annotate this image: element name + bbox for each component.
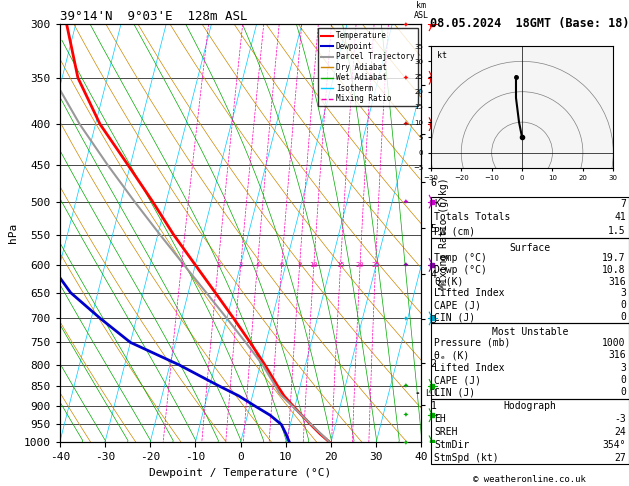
Text: 0: 0: [620, 387, 626, 398]
Text: 15: 15: [337, 262, 345, 268]
Text: 24: 24: [614, 427, 626, 436]
Text: 354°: 354°: [603, 440, 626, 450]
Text: © weatheronline.co.uk: © weatheronline.co.uk: [474, 474, 586, 484]
Text: 10.8: 10.8: [603, 264, 626, 275]
Text: ✦: ✦: [403, 439, 409, 445]
Text: 2: 2: [216, 262, 220, 268]
Text: 1: 1: [179, 262, 184, 268]
X-axis label: Dewpoint / Temperature (°C): Dewpoint / Temperature (°C): [150, 468, 331, 478]
Text: K: K: [434, 199, 440, 208]
Text: θₑ(K): θₑ(K): [434, 277, 464, 287]
Text: Hodograph: Hodograph: [503, 401, 557, 411]
Text: StmDir: StmDir: [434, 440, 469, 450]
Text: Most Unstable: Most Unstable: [492, 327, 568, 337]
Text: 316: 316: [608, 277, 626, 287]
Text: ✦: ✦: [403, 383, 409, 389]
Text: 19.7: 19.7: [603, 253, 626, 263]
Text: -3: -3: [614, 414, 626, 424]
Text: 1.5: 1.5: [608, 226, 626, 236]
Text: LCL: LCL: [425, 389, 440, 398]
Text: ✦: ✦: [403, 412, 409, 418]
Text: 6: 6: [280, 262, 284, 268]
Text: CIN (J): CIN (J): [434, 387, 475, 398]
Text: ✦: ✦: [403, 21, 409, 27]
Text: ✦: ✦: [403, 75, 409, 81]
Text: 8: 8: [298, 262, 302, 268]
Y-axis label: hPa: hPa: [8, 223, 18, 243]
Y-axis label: Mixing Ratio (g/kg): Mixing Ratio (g/kg): [439, 177, 449, 289]
Text: 20: 20: [356, 262, 364, 268]
Text: ✦: ✦: [403, 199, 409, 205]
Text: 0: 0: [620, 375, 626, 385]
Text: 41: 41: [614, 212, 626, 223]
Text: 0: 0: [620, 300, 626, 311]
Text: 316: 316: [608, 350, 626, 360]
Text: 7: 7: [620, 199, 626, 208]
Text: 3: 3: [620, 288, 626, 298]
Text: 4: 4: [255, 262, 260, 268]
Text: kt: kt: [437, 52, 447, 60]
Text: 3: 3: [620, 363, 626, 373]
Text: PW (cm): PW (cm): [434, 226, 475, 236]
Text: EH: EH: [434, 414, 446, 424]
Text: 10: 10: [309, 262, 318, 268]
Text: Surface: Surface: [509, 243, 550, 253]
Text: Temp (°C): Temp (°C): [434, 253, 487, 263]
Text: Lifted Index: Lifted Index: [434, 288, 504, 298]
Text: 0: 0: [620, 312, 626, 322]
Text: ✦: ✦: [403, 315, 409, 321]
Text: km
ASL: km ASL: [414, 0, 429, 20]
Text: 39°14'N  9°03'E  128m ASL: 39°14'N 9°03'E 128m ASL: [60, 10, 247, 23]
Text: SREH: SREH: [434, 427, 457, 436]
Text: Pressure (mb): Pressure (mb): [434, 338, 510, 348]
Legend: Temperature, Dewpoint, Parcel Trajectory, Dry Adiabat, Wet Adiabat, Isotherm, Mi: Temperature, Dewpoint, Parcel Trajectory…: [318, 28, 418, 106]
Text: 3: 3: [238, 262, 243, 268]
Text: θₑ (K): θₑ (K): [434, 350, 469, 360]
Text: Totals Totals: Totals Totals: [434, 212, 510, 223]
Text: ✦: ✦: [403, 262, 409, 268]
Text: 1000: 1000: [603, 338, 626, 348]
Text: Lifted Index: Lifted Index: [434, 363, 504, 373]
Text: CIN (J): CIN (J): [434, 312, 475, 322]
Text: Dewp (°C): Dewp (°C): [434, 264, 487, 275]
Text: CAPE (J): CAPE (J): [434, 300, 481, 311]
Text: 25: 25: [371, 262, 380, 268]
Text: 27: 27: [614, 452, 626, 463]
Text: StmSpd (kt): StmSpd (kt): [434, 452, 499, 463]
Text: CAPE (J): CAPE (J): [434, 375, 481, 385]
Text: 08.05.2024  18GMT (Base: 18): 08.05.2024 18GMT (Base: 18): [430, 17, 629, 30]
Text: ✦: ✦: [403, 121, 409, 127]
